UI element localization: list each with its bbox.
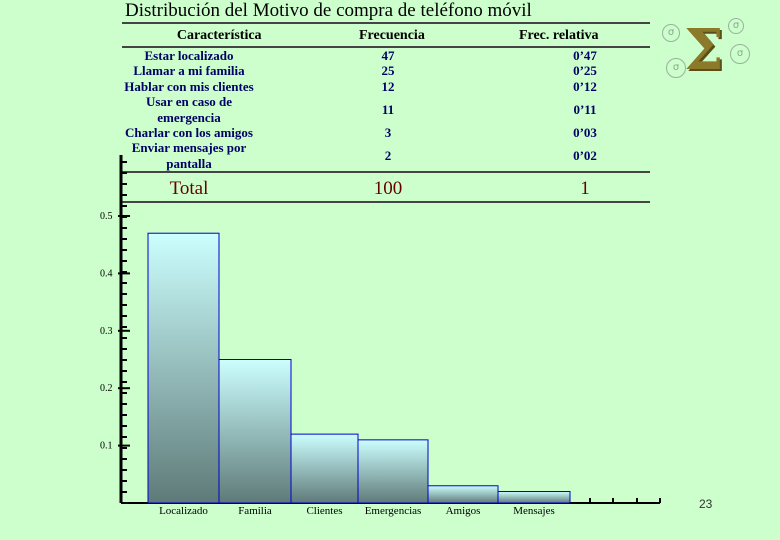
x-tick-label: Emergencias: [365, 505, 422, 517]
table-bottom-rule: [122, 201, 650, 204]
table-cell: Hablar con mis clientes: [124, 78, 254, 94]
slide-number: 23: [699, 497, 713, 511]
x-tick-label: Localizado: [159, 505, 208, 517]
bar-localizado: [147, 232, 220, 504]
table-cell: 0’03: [573, 125, 597, 141]
table-row: Estar localizado 47 0’47: [122, 48, 650, 63]
header-caracteristica: Característica: [176, 28, 262, 43]
total-label: Total: [169, 178, 209, 200]
table-cell: 3: [384, 125, 392, 141]
sigma-logo-icon: σ σ σ σ Σ: [660, 14, 750, 86]
y-tick-label: 0.4: [100, 268, 113, 279]
header-frec-relativa: Frec. relativa: [518, 28, 599, 43]
table-cell: 25: [381, 63, 395, 79]
table-cell: Usar en caso de emergencia: [145, 94, 233, 125]
bubble-icon: σ: [662, 24, 680, 42]
x-tick-label: Familia: [238, 505, 272, 517]
sigma-symbol: Σ: [684, 17, 724, 83]
total-frequency: 100: [373, 178, 403, 200]
table-cell: Enviar mensajes por pantalla: [131, 140, 247, 171]
table-cell: 0’47: [573, 48, 597, 63]
table-cell: 0’11: [573, 101, 597, 117]
x-tick-label: Amigos: [446, 505, 481, 517]
bubble-icon: σ: [730, 44, 750, 64]
bar-amigos: [427, 485, 499, 504]
table-cell: 2: [384, 148, 392, 164]
table-cell: Charlar con los amigos: [125, 125, 253, 141]
y-tick-label: 0.5: [100, 211, 113, 222]
table-cell: 47: [381, 48, 395, 63]
table-cell: 11: [381, 101, 395, 117]
x-tick-label: Clientes: [306, 505, 342, 517]
table-cell: 12: [381, 78, 395, 94]
table-cell: 0’25: [573, 63, 597, 79]
header-frecuencia: Frecuencia: [358, 28, 425, 43]
table-cell: 0’12: [573, 78, 597, 94]
y-tick-label: 0.2: [100, 383, 113, 394]
table-top-rule: [122, 22, 650, 24]
bar-mensajes: [497, 491, 571, 504]
bars: [147, 232, 571, 504]
table-cell: Llamar a mi familia: [133, 63, 245, 79]
bar-clientes: [290, 433, 359, 504]
x-axis-labels: Localizado Familia Clientes Emergencias Amig…: [159, 505, 555, 517]
slide-title: Distribución del Motivo de compra de tel…: [125, 0, 532, 21]
table-row: Enviar mensajes por pantalla 2 0’02: [122, 140, 650, 171]
bubble-icon: σ: [666, 58, 686, 78]
table-row: Charlar con los amigos 3 0’03: [122, 125, 650, 140]
table-cell: 0’02: [573, 148, 597, 164]
table-row: Usar en caso de emergencia 11 0’11: [122, 94, 650, 125]
table-row: Llamar a mi familia 25 0’25: [122, 63, 650, 78]
bar-familia: [218, 359, 292, 504]
frequency-table: Característica Frecuencia Frec. relativa…: [122, 22, 650, 204]
table-row: Hablar con mis clientes 12 0’12: [122, 79, 650, 94]
bubble-icon: σ: [728, 18, 744, 34]
table-header-row: Característica Frecuencia Frec. relativa: [122, 24, 650, 46]
total-relative: 1: [580, 178, 590, 200]
table-header-rule: [122, 46, 650, 48]
table-cell: Estar localizado: [144, 48, 234, 63]
y-tick-label: 0.1: [100, 441, 113, 452]
x-tick-label: Mensajes: [513, 505, 555, 517]
table-total-row: Total 100 1: [122, 177, 650, 201]
bar-emergencias: [357, 439, 429, 504]
y-tick-label: 0.3: [100, 326, 113, 337]
table-body-rule: [122, 171, 650, 174]
